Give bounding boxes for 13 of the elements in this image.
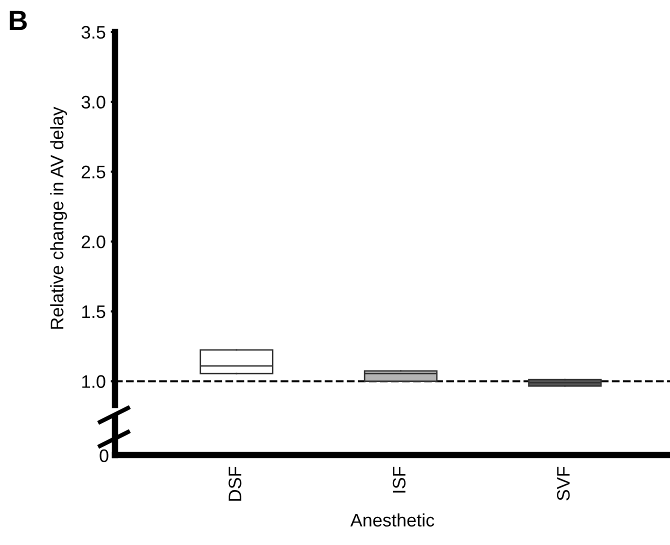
x-tick-label: ISF	[392, 466, 406, 493]
y-tick-label: 1.0	[82, 375, 106, 388]
x-tick-label: SVF	[556, 466, 570, 500]
text: B	[10, 10, 27, 30]
y-tick-label: 2.0	[82, 235, 106, 248]
y-tick-label: 1.5	[82, 306, 106, 318]
y-axis-title: Relative change in AV delay	[50, 106, 67, 329]
y-tick-label: 3.5	[82, 26, 106, 39]
x-tick-label: DSF	[228, 466, 242, 501]
y-tick-label: 3.0	[82, 96, 106, 109]
text: 0	[100, 449, 108, 462]
y-tick-label: 2.5	[82, 166, 106, 178]
x-axis-title: Anesthetic	[350, 513, 434, 527]
